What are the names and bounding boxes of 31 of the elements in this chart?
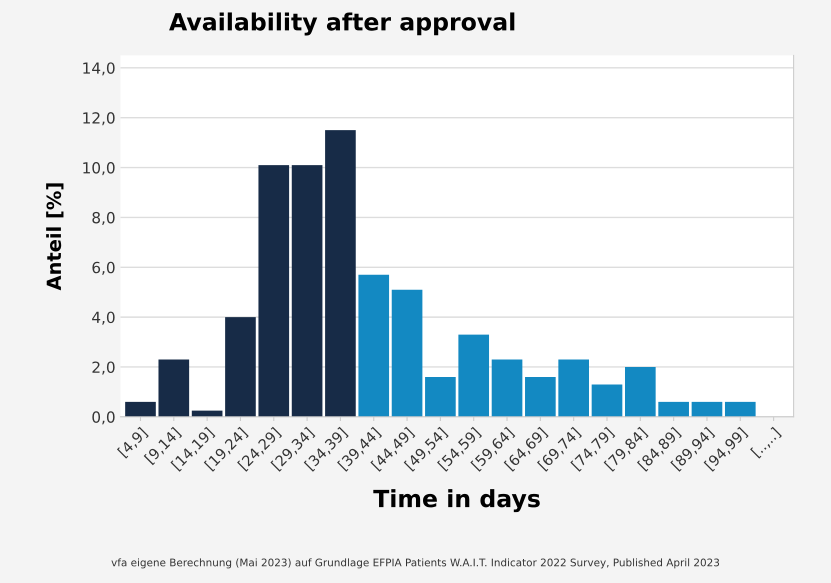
- chart-title: Availability after approval: [169, 12, 514, 36]
- bar: [492, 360, 522, 417]
- bar: [292, 165, 322, 417]
- x-axis-title: Time in days: [373, 489, 540, 512]
- bar: [458, 334, 490, 417]
- y-tick-label: 12,0: [83, 112, 115, 126]
- bar: [592, 384, 622, 417]
- y-tick-label: 14,0: [83, 62, 115, 76]
- bar: [692, 402, 722, 417]
- text: vfa eigene Berechnung (Mai 2023) auf Grundlage EFPIA Patients W.A.I.T. Indicator 2022 Survey, Published April 2023: [111, 558, 720, 568]
- bar: [392, 290, 422, 417]
- y-tick-label: 6,0: [92, 262, 115, 275]
- y-tick-label: 4,0: [92, 312, 115, 325]
- y-tick-label: 10,0: [83, 162, 115, 176]
- bar: [724, 402, 756, 417]
- y-tick-label: 2,0: [92, 361, 115, 375]
- bar: [558, 360, 590, 417]
- y-tick-label: 8,0: [92, 212, 115, 225]
- bar: [158, 360, 190, 417]
- bar: [325, 130, 356, 417]
- bar: [358, 274, 390, 417]
- bar: [525, 376, 556, 417]
- y-axis-title: Anteil [%]: [46, 183, 64, 290]
- bar: [258, 165, 290, 417]
- bar: [425, 376, 456, 417]
- bar: [658, 402, 689, 417]
- y-tick-label: 0,0: [92, 411, 115, 424]
- bar: [624, 366, 656, 417]
- bar: [192, 410, 222, 417]
- bar: [125, 402, 156, 417]
- bar: [225, 317, 256, 417]
